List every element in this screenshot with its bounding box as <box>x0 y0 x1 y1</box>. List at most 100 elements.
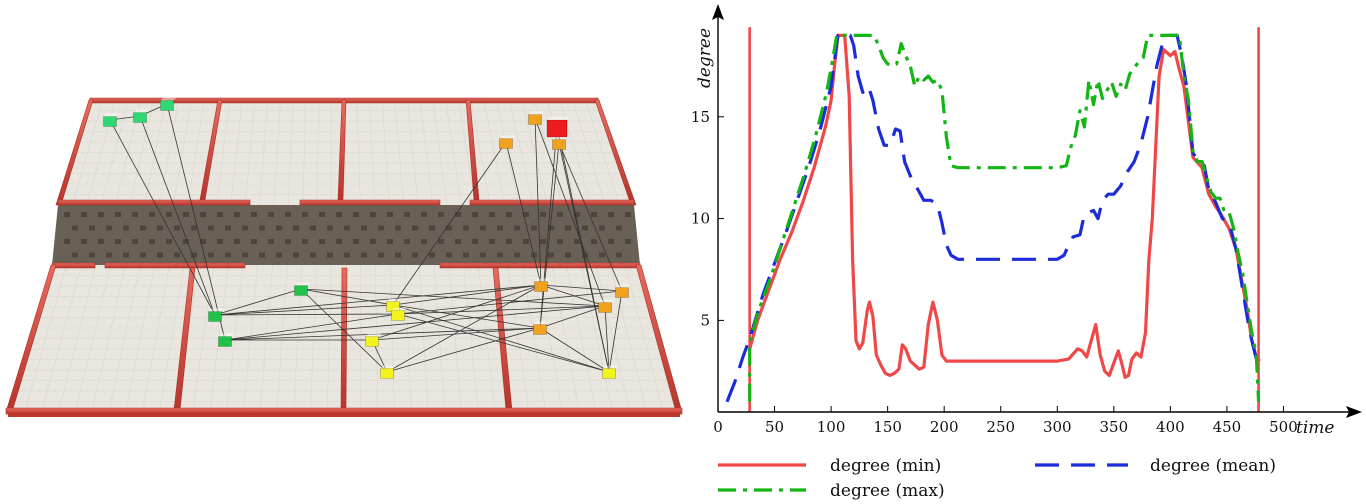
agent-cube <box>598 299 615 313</box>
road-tile <box>387 212 393 217</box>
road-tile <box>455 239 461 244</box>
road-tile <box>89 252 95 258</box>
road-tile <box>463 252 469 258</box>
road-tile <box>540 212 546 217</box>
agent-link <box>109 119 216 316</box>
road-tile <box>72 252 78 258</box>
legend-entry: degree (max) <box>718 481 945 501</box>
legend-entry: degree (mean) <box>1035 456 1276 476</box>
road-tile <box>429 225 435 231</box>
agents <box>103 97 632 379</box>
agent-cube <box>534 278 551 292</box>
agent-link <box>539 305 606 329</box>
road-tile <box>225 252 231 258</box>
agent-link <box>539 142 560 329</box>
road-tile <box>599 252 605 258</box>
road-tile <box>353 239 359 244</box>
y-axis-label: degree <box>695 28 715 88</box>
road-tile <box>625 239 631 244</box>
road-tile <box>472 239 478 244</box>
road-tile <box>557 212 563 217</box>
agent-link <box>558 142 610 373</box>
road-tile <box>608 239 614 244</box>
agent-link <box>392 141 507 306</box>
road-tile <box>268 239 274 244</box>
road-tile <box>523 239 529 244</box>
legend-label: degree (max) <box>830 481 945 501</box>
road-tile <box>472 212 478 217</box>
x-tick-label: 200 <box>930 418 959 436</box>
road-tile <box>242 252 248 258</box>
road-tile <box>361 252 367 258</box>
road-tile <box>251 212 257 217</box>
road-tile <box>98 212 104 217</box>
series-line-degree-min <box>748 33 1261 379</box>
road-tile <box>531 225 537 231</box>
road-tile <box>327 225 333 231</box>
road-tile <box>540 239 546 244</box>
road-tile <box>276 225 282 231</box>
agent-link <box>604 305 610 373</box>
road-tile <box>81 212 87 217</box>
road-tile <box>463 225 469 231</box>
agent-cube <box>208 308 225 322</box>
agent-link <box>558 142 623 292</box>
road-tile <box>217 239 223 244</box>
agent-link <box>166 103 226 341</box>
road-tile <box>259 252 265 258</box>
agent-link <box>539 327 610 373</box>
road-tile <box>344 225 350 231</box>
road-tile <box>191 225 197 231</box>
road-tile <box>421 239 427 244</box>
road-tile <box>591 212 597 217</box>
x-tick-label: 400 <box>1156 418 1185 436</box>
legend-label: degree (mean) <box>1150 456 1276 476</box>
road-tile <box>387 239 393 244</box>
road-tile <box>582 225 588 231</box>
road-tile <box>140 252 146 258</box>
road-tile <box>64 239 70 244</box>
road-tile <box>378 252 384 258</box>
road-tile <box>302 239 308 244</box>
road-tile <box>234 212 240 217</box>
agent-link <box>214 288 302 316</box>
road-tile <box>259 225 265 231</box>
wall-road-edge <box>299 199 441 206</box>
road-tile <box>132 212 138 217</box>
legend: degree (min) degree (mean) degree (max) <box>718 456 1276 501</box>
road-tile <box>557 239 563 244</box>
road-tile <box>395 252 401 258</box>
road-tile <box>64 212 70 217</box>
legend-entry: degree (min) <box>718 456 941 476</box>
road-tile <box>157 225 163 231</box>
road-tile <box>353 212 359 217</box>
simulation-scene <box>5 97 683 417</box>
road-tile <box>616 225 622 231</box>
agent-link <box>139 115 216 316</box>
road-tile <box>319 212 325 217</box>
road-tile <box>395 225 401 231</box>
x-tick-label: 0 <box>713 418 723 436</box>
agent-link <box>300 288 606 307</box>
road-tile <box>344 252 350 258</box>
agent-link <box>505 141 542 286</box>
road-tile <box>166 239 172 244</box>
road-tile <box>149 239 155 244</box>
x-tick-label: 50 <box>765 418 784 436</box>
road-tile <box>106 225 112 231</box>
road-tile <box>115 212 121 217</box>
x-tick-label: 350 <box>1099 418 1128 436</box>
road-tile <box>582 252 588 258</box>
road-tile <box>276 252 282 258</box>
road-tiles <box>64 212 631 258</box>
road-tile <box>166 212 172 217</box>
road-tile <box>599 225 605 231</box>
agent-cube <box>133 109 150 123</box>
agent-link <box>608 290 623 373</box>
agent-link <box>386 284 542 373</box>
road-tile <box>174 252 180 258</box>
road-tile <box>157 252 163 258</box>
road-tile <box>200 239 206 244</box>
road-tile <box>506 239 512 244</box>
road-tile <box>242 225 248 231</box>
